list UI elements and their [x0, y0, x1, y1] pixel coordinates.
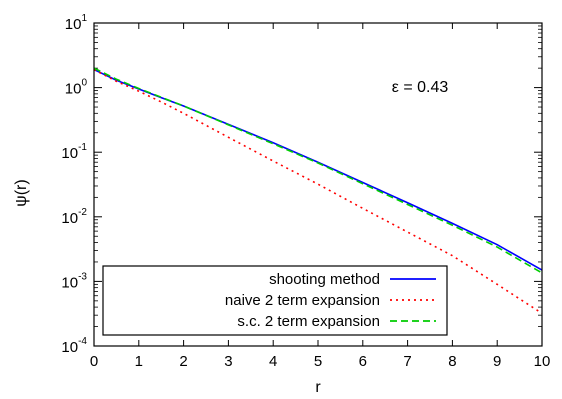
- x-tick-label: 6: [359, 353, 367, 370]
- x-tick-label: 9: [493, 353, 501, 370]
- tick-labels: 0 1 2 3 4 5 6 7 8 9 10 10-4 10-3 10-2 10-1 100 101: [61, 13, 550, 370]
- series-line-2: [93, 68, 543, 315]
- legend-label: s.c. 2 term expansion: [237, 313, 380, 330]
- legend-label: naive 2 term expansion: [225, 292, 380, 309]
- legend-box: [102, 265, 448, 336]
- x-tick-label: 1: [135, 353, 143, 370]
- x-tick-label: 10: [534, 353, 551, 370]
- epsilon-annotation: ε = 0.43: [392, 79, 449, 96]
- y-tick-label: 100: [65, 78, 88, 98]
- y-tick-label: 10-1: [61, 142, 87, 162]
- x-tick-label: 7: [403, 353, 411, 370]
- y-tick-label: 10-4: [61, 336, 87, 356]
- x-tick-label: 2: [179, 353, 187, 370]
- x-tick-label: 8: [448, 353, 456, 370]
- x-tick-label: 5: [314, 353, 322, 370]
- y-axis-label: ψ(r): [13, 179, 30, 206]
- series-lines: [93, 67, 543, 315]
- y-tick-label: 101: [65, 13, 88, 33]
- plot-frame: [93, 22, 543, 347]
- legend: shooting method naive 2 term expansion s.c…: [102, 265, 448, 336]
- y-tick-label: 10-3: [61, 271, 87, 291]
- series-line-3: [93, 67, 543, 274]
- x-axis-label: r: [315, 379, 321, 396]
- legend-label: shooting method: [269, 271, 380, 288]
- x-tick-label: 0: [90, 353, 98, 370]
- x-tick-label: 3: [224, 353, 232, 370]
- x-tick-label: 4: [269, 353, 277, 370]
- series-line-1: [93, 68, 543, 271]
- y-tick-label: 10-2: [61, 207, 87, 227]
